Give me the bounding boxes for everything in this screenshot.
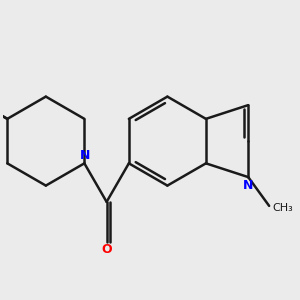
Text: CH₃: CH₃ [273,203,293,213]
Text: O: O [101,243,112,256]
Text: N: N [80,149,90,162]
Text: N: N [243,178,254,192]
